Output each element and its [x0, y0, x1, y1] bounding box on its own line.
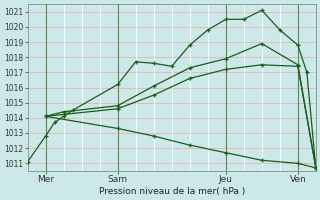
X-axis label: Pression niveau de la mer( hPa ): Pression niveau de la mer( hPa )	[99, 187, 245, 196]
